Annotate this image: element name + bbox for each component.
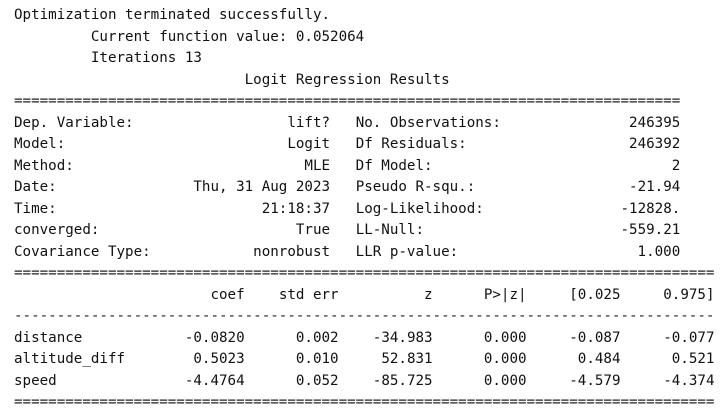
coef-row: speed -4.4764 0.052 -85.725 0.000 -4.579…: [14, 371, 714, 393]
summary-left-value: Logit: [287, 136, 331, 152]
optimization-status: Optimization terminated successfully.: [14, 7, 331, 23]
summary-row: Date: Thu, 31 Aug 2023 Pseudo R-squ.: -2…: [14, 177, 714, 199]
summary-right-value: -12828.: [620, 200, 681, 217]
coef-cell: 0.002: [295, 329, 339, 346]
summary-row: Method: MLE Df Model: 2: [14, 156, 714, 178]
coef-cell: 0.5023: [193, 351, 245, 367]
iterations-value: 13: [184, 50, 202, 66]
summary-right-label: Pseudo R-squ.:: [355, 179, 476, 195]
summary-left-value: 21:18:37: [261, 200, 331, 217]
summary-right-value: -559.21: [620, 222, 681, 238]
coef-cell: 0.000: [483, 329, 527, 346]
coef-cell: 0.521: [671, 351, 715, 367]
function-value-label: Current function value:: [90, 28, 288, 45]
summary-right-label: LL-Null:: [355, 222, 425, 238]
coef-cell: -34.983: [372, 329, 433, 346]
coef-cell: -0.087: [569, 329, 621, 346]
function-value-line: Current function value: 0.052064: [14, 27, 714, 49]
coef-row: altitude_diff 0.5023 0.010 52.831 0.000 …: [14, 349, 714, 371]
function-value: 0.052064: [295, 28, 365, 45]
summary-left-value: MLE: [304, 157, 331, 174]
coef-cell: -85.725: [372, 372, 433, 389]
summary-left-label: Method:: [14, 157, 74, 174]
coef-row: distance -0.0820 0.002 -34.983 0.000 -0.…: [14, 328, 714, 350]
variable-name: altitude_diff: [14, 351, 126, 367]
variable-name: distance: [14, 329, 83, 346]
coef-cell: 0.000: [483, 372, 527, 389]
results-title: Logit Regression Results: [244, 71, 450, 88]
summary-left-value: True: [295, 222, 331, 238]
summary-right-value: 246392: [629, 136, 681, 152]
coef-cell: 0.052: [295, 372, 339, 389]
coef-cell: -4.374: [663, 372, 715, 389]
coef-cell: -0.0820: [184, 329, 245, 346]
summary-left-label: Time:: [14, 200, 57, 217]
column-header: P>|z|: [483, 286, 527, 303]
summary-left-label: Dep. Variable:: [14, 114, 134, 131]
iterations-line: Iterations 13: [14, 48, 714, 70]
summary-right-value: 2: [671, 157, 681, 174]
title-line: Logit Regression Results: [14, 70, 714, 92]
column-header: 0.975]: [663, 286, 715, 303]
summary-left-label: Date:: [14, 179, 57, 195]
coef-cell: -4.579: [569, 372, 621, 389]
summary-row: Covariance Type: nonrobust LLR p-value: …: [14, 242, 714, 264]
column-header: coef: [210, 286, 245, 303]
summary-left-label: Model:: [14, 136, 66, 152]
summary-right-label: LLR p-value:: [355, 243, 459, 260]
column-header: std err: [278, 286, 339, 303]
column-header: [0.025: [569, 286, 621, 303]
rule-mid: ========================================…: [14, 265, 715, 281]
rule-dash: ----------------------------------------…: [14, 308, 715, 324]
column-header: z: [424, 286, 433, 303]
coef-header-row: coef std err z P>|z| [0.025 0.975]: [14, 285, 714, 307]
summary-left-label: converged:: [14, 222, 100, 238]
summary-row: Model: Logit Df Residuals: 246392: [14, 134, 714, 156]
summary-right-label: Df Residuals:: [355, 136, 467, 152]
rule-bottom: ========================================…: [14, 394, 715, 410]
console-output: Optimization terminated successfully. Cu…: [14, 5, 714, 414]
summary-left-value: Thu, 31 Aug 2023: [193, 179, 331, 195]
summary-row: converged: True LL-Null: -559.21: [14, 220, 714, 242]
rule-top: ========================================…: [14, 93, 681, 109]
summary-left-value: lift?: [287, 114, 331, 131]
summary-row: Dep. Variable: lift? No. Observations: 2…: [14, 113, 714, 135]
coef-cell: 0.484: [577, 351, 621, 367]
summary-right-value: 1.000: [637, 243, 681, 260]
summary-right-label: Log-Likelihood:: [355, 200, 484, 217]
iterations-label: Iterations: [90, 50, 177, 66]
summary-row: Time: 21:18:37 Log-Likelihood: -12828.: [14, 199, 714, 221]
coef-cell: -4.4764: [184, 372, 245, 389]
variable-name: speed: [14, 372, 57, 389]
coef-cell: -0.077: [663, 329, 715, 346]
summary-right-label: No. Observations:: [355, 114, 501, 131]
coef-cell: 52.831: [381, 351, 433, 367]
summary-right-value: -21.94: [629, 179, 681, 195]
summary-right-value: 246395: [629, 114, 681, 131]
coef-cell: 0.000: [483, 351, 527, 367]
coef-cell: 0.010: [295, 351, 339, 367]
summary-right-label: Df Model:: [355, 157, 433, 174]
status-line: Optimization terminated successfully.: [14, 5, 714, 27]
summary-left-value: nonrobust: [253, 243, 331, 260]
summary-left-label: Covariance Type:: [14, 243, 151, 260]
